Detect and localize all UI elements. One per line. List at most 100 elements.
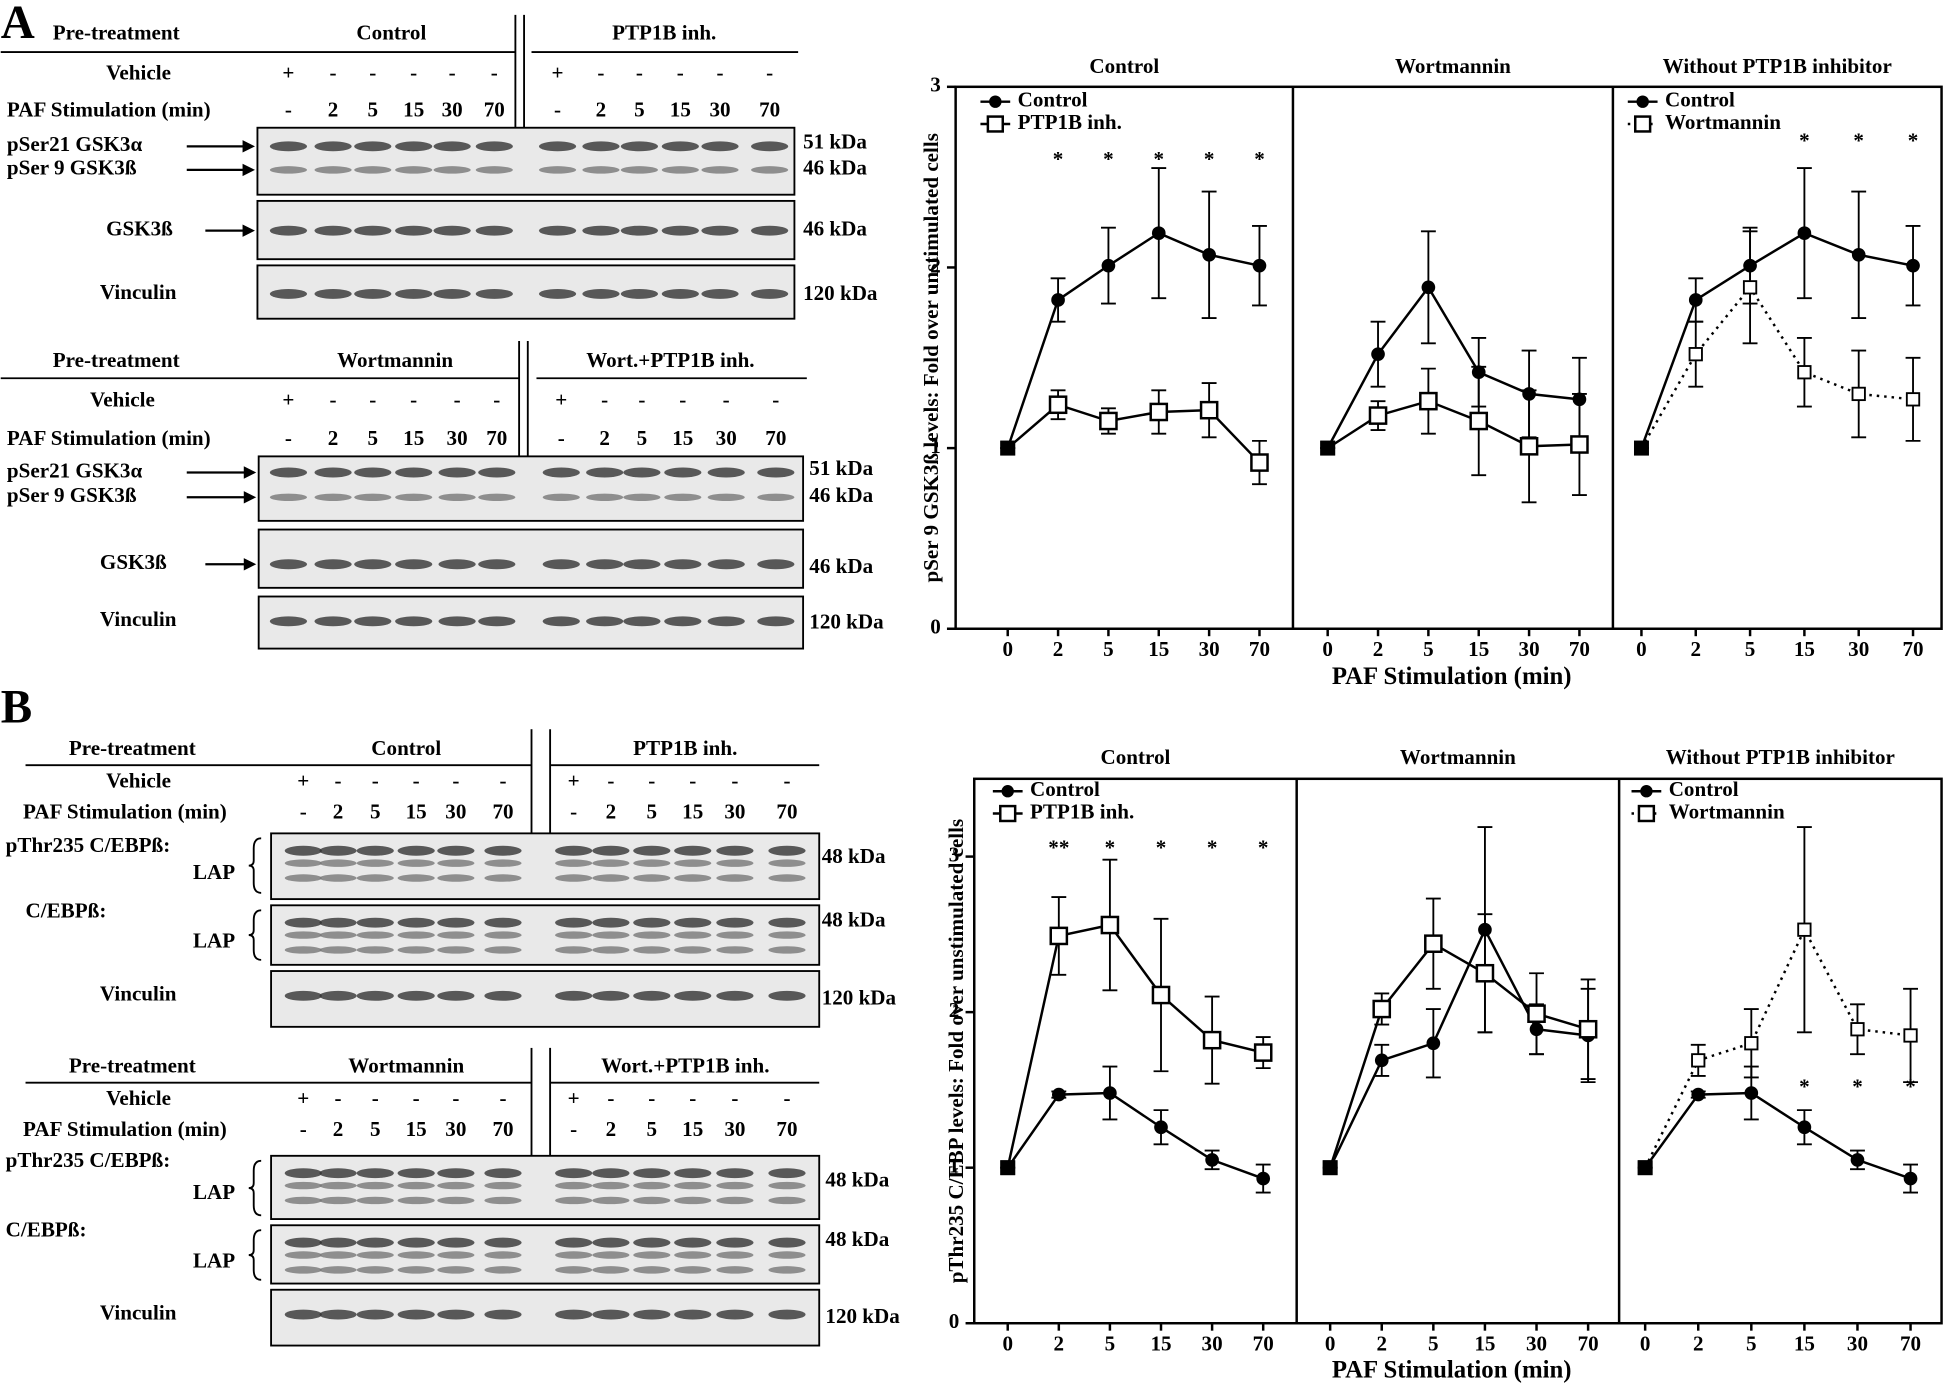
group-label: PTP1B inh.	[612, 21, 716, 45]
blot-band	[354, 559, 392, 570]
blot-band	[716, 1266, 754, 1274]
data-point	[1000, 1160, 1016, 1176]
lane-label: -	[677, 60, 684, 84]
blot-band	[623, 467, 661, 478]
x-tick-label: 2	[1373, 637, 1384, 661]
blot-band	[674, 1168, 712, 1179]
blot-band	[674, 1266, 712, 1274]
blot-band	[356, 1237, 394, 1248]
lane-label: 30	[442, 97, 463, 121]
y-tick-label: 2	[930, 253, 941, 277]
blot-band	[586, 467, 624, 478]
lane-label: -	[783, 1086, 790, 1110]
header-label: Pre-treatment	[69, 1054, 196, 1078]
lane-label: -	[300, 1117, 307, 1141]
x-tick-label: 0	[1636, 637, 1647, 661]
blot-band	[433, 225, 471, 236]
blot-band	[674, 1196, 712, 1205]
blot-band	[716, 946, 754, 954]
blot-band	[395, 467, 433, 478]
data-point	[1688, 347, 1703, 362]
lane-label: 70	[484, 97, 505, 121]
blot-band	[284, 1309, 322, 1320]
blot-band	[542, 467, 580, 478]
data-point	[1570, 435, 1589, 454]
lane-label: -	[689, 1086, 696, 1110]
x-tick-label: 0	[1002, 637, 1013, 661]
blot-band	[484, 1237, 522, 1248]
legend-marker	[999, 804, 1017, 823]
data-point	[1103, 1086, 1117, 1100]
significance-mark: *	[1156, 835, 1167, 859]
blot-band	[437, 1251, 475, 1259]
lane-label: 5	[370, 1117, 381, 1141]
blot-band	[768, 1309, 806, 1320]
y-tick-label: 3	[930, 73, 941, 97]
blot-band	[319, 1309, 357, 1320]
blot-band	[538, 141, 577, 152]
lane-label: +	[297, 1086, 309, 1110]
data-point	[1101, 258, 1116, 273]
data-point	[1151, 226, 1166, 240]
blot-band	[592, 1309, 630, 1320]
lane-label: -	[638, 388, 645, 412]
blot-band	[555, 1309, 593, 1320]
significance-mark: *	[1207, 835, 1218, 859]
blot-band	[284, 990, 322, 1001]
lane-label: 15	[672, 426, 693, 450]
data-point	[1371, 347, 1385, 361]
significance-mark: *	[1103, 147, 1114, 171]
lane-label: +	[552, 60, 564, 84]
blot-band	[314, 493, 352, 502]
blot-band	[555, 1168, 593, 1179]
blot-band	[674, 1237, 712, 1248]
blot-band	[395, 141, 433, 152]
data-point	[1424, 934, 1443, 953]
legend-marker	[1636, 95, 1649, 108]
blot-band	[757, 493, 795, 502]
lane-label: -	[723, 388, 730, 412]
blot-band	[314, 467, 352, 478]
blot-band	[314, 559, 352, 570]
blot-band	[314, 166, 352, 174]
band-label: LAP	[193, 1180, 235, 1204]
x-tick-label: 5	[1103, 637, 1114, 661]
lane-label: 2	[599, 426, 610, 450]
series-line	[1006, 923, 1264, 1168]
x-tick-label: 2	[1690, 637, 1701, 661]
blot-band	[395, 166, 433, 174]
data-point	[1903, 1171, 1918, 1186]
blot-band	[751, 166, 789, 174]
lane-label: -	[449, 60, 456, 84]
data-point	[1368, 406, 1388, 425]
blot-band	[768, 946, 806, 954]
blot-band	[356, 1251, 394, 1259]
x-tick-label: 0	[1640, 1331, 1651, 1355]
blot-band	[701, 288, 739, 299]
legend-label: PTP1B inh.	[1018, 110, 1122, 134]
data-point	[1149, 402, 1169, 422]
lane-label: -	[554, 97, 561, 121]
legend-label: Wortmannin	[1669, 799, 1785, 823]
blot-band	[356, 1181, 394, 1190]
lane-label: 2	[328, 426, 339, 450]
x-tick-label: 5	[1423, 637, 1434, 661]
blot-band	[555, 1266, 593, 1274]
group-label: PTP1B inh.	[633, 736, 737, 760]
y-axis-label: pSer 9 GSK3ß levels: Fold over unstimula…	[919, 133, 943, 582]
row-label: PAF Stimulation (min)	[7, 97, 211, 121]
blot-band	[284, 1168, 322, 1179]
lane-label: -	[607, 1086, 614, 1110]
data-point	[1906, 258, 1920, 273]
blot-band	[768, 874, 806, 882]
lane-label: 2	[328, 97, 339, 121]
blot-band	[674, 931, 712, 939]
band-label: GSK3ß	[100, 550, 167, 574]
blot-band	[716, 917, 754, 928]
lane-label: 2	[596, 97, 607, 121]
blot-band	[620, 166, 659, 174]
blot-band	[633, 931, 671, 939]
x-axis-label: PAF Stimulation (min)	[1332, 1356, 1572, 1383]
y-tick-label: 0	[949, 1309, 960, 1333]
